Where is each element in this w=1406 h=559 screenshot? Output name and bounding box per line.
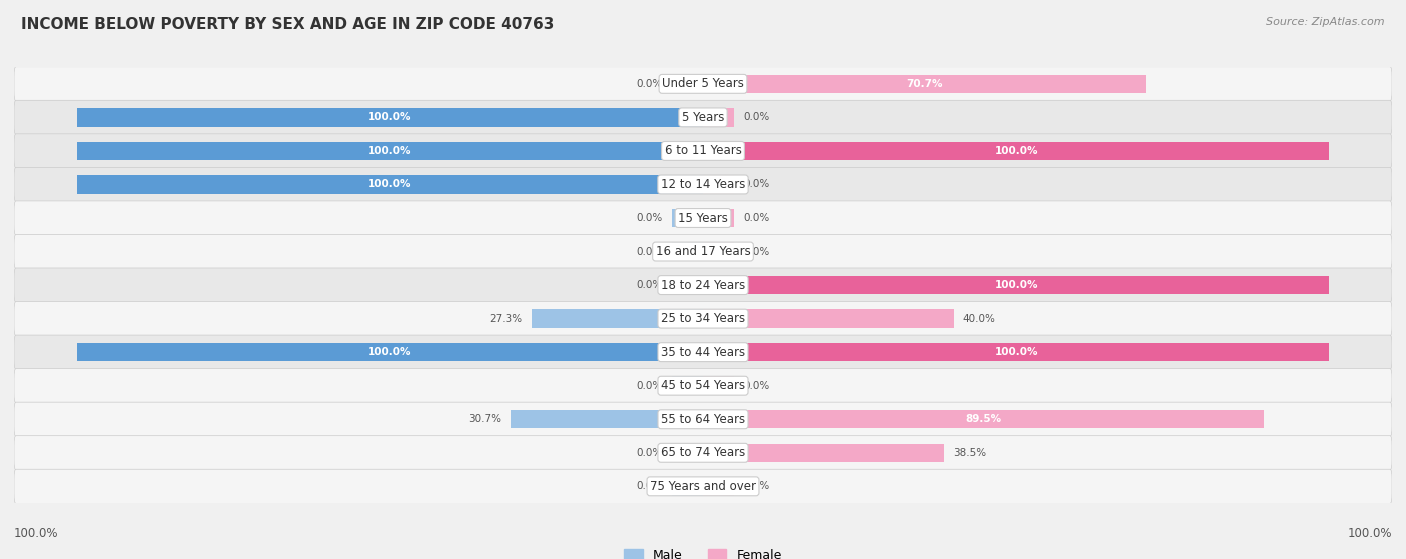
Text: 100.0%: 100.0% — [368, 146, 412, 156]
FancyBboxPatch shape — [14, 402, 1392, 437]
Bar — [510, 410, 703, 429]
FancyBboxPatch shape — [14, 368, 1392, 403]
Text: 100.0%: 100.0% — [994, 347, 1038, 357]
Text: 100.0%: 100.0% — [368, 347, 412, 357]
Bar — [672, 477, 703, 496]
Text: 0.0%: 0.0% — [636, 213, 662, 223]
Text: 16 and 17 Years: 16 and 17 Years — [655, 245, 751, 258]
Text: 45 to 54 Years: 45 to 54 Years — [661, 379, 745, 392]
Text: 18 to 24 Years: 18 to 24 Years — [661, 278, 745, 292]
FancyBboxPatch shape — [14, 268, 1392, 302]
FancyBboxPatch shape — [14, 100, 1392, 135]
Text: 0.0%: 0.0% — [744, 381, 770, 391]
Bar — [672, 276, 703, 294]
Bar — [672, 243, 703, 260]
FancyBboxPatch shape — [14, 435, 1392, 470]
Bar — [672, 444, 703, 462]
Bar — [77, 175, 703, 193]
Bar — [531, 310, 703, 328]
Text: 15 Years: 15 Years — [678, 211, 728, 225]
Bar — [703, 108, 734, 126]
FancyBboxPatch shape — [14, 134, 1392, 168]
FancyBboxPatch shape — [14, 469, 1392, 504]
Text: Under 5 Years: Under 5 Years — [662, 77, 744, 91]
FancyBboxPatch shape — [14, 234, 1392, 269]
Bar — [703, 276, 1329, 294]
Text: 40.0%: 40.0% — [963, 314, 995, 324]
Text: 100.0%: 100.0% — [994, 146, 1038, 156]
Text: 0.0%: 0.0% — [744, 247, 770, 257]
FancyBboxPatch shape — [14, 335, 1392, 369]
Text: 0.0%: 0.0% — [744, 179, 770, 190]
Text: 0.0%: 0.0% — [636, 481, 662, 491]
Text: 100.0%: 100.0% — [368, 112, 412, 122]
Bar — [672, 74, 703, 93]
Text: 89.5%: 89.5% — [965, 414, 1001, 424]
Bar — [703, 175, 734, 193]
Bar — [672, 377, 703, 395]
Text: 5 Years: 5 Years — [682, 111, 724, 124]
Text: INCOME BELOW POVERTY BY SEX AND AGE IN ZIP CODE 40763: INCOME BELOW POVERTY BY SEX AND AGE IN Z… — [21, 17, 554, 32]
Text: 0.0%: 0.0% — [636, 280, 662, 290]
Bar — [77, 108, 703, 126]
Bar — [703, 477, 734, 496]
Text: 35 to 44 Years: 35 to 44 Years — [661, 345, 745, 359]
Text: 75 Years and over: 75 Years and over — [650, 480, 756, 493]
Legend: Male, Female: Male, Female — [619, 543, 787, 559]
Text: 100.0%: 100.0% — [1347, 527, 1392, 539]
Bar — [672, 209, 703, 227]
Bar — [77, 343, 703, 362]
Bar — [703, 209, 734, 227]
Bar — [703, 343, 1329, 362]
Text: 65 to 74 Years: 65 to 74 Years — [661, 446, 745, 459]
FancyBboxPatch shape — [14, 201, 1392, 235]
Text: 27.3%: 27.3% — [489, 314, 523, 324]
Text: 38.5%: 38.5% — [953, 448, 987, 458]
Bar — [703, 310, 953, 328]
Text: 0.0%: 0.0% — [636, 381, 662, 391]
Text: 100.0%: 100.0% — [368, 179, 412, 190]
Text: 6 to 11 Years: 6 to 11 Years — [665, 144, 741, 158]
Text: Source: ZipAtlas.com: Source: ZipAtlas.com — [1267, 17, 1385, 27]
Bar — [703, 243, 734, 260]
Text: 30.7%: 30.7% — [468, 414, 502, 424]
FancyBboxPatch shape — [14, 167, 1392, 202]
Text: 0.0%: 0.0% — [636, 448, 662, 458]
Bar — [703, 410, 1264, 429]
Text: 100.0%: 100.0% — [14, 527, 59, 539]
FancyBboxPatch shape — [14, 67, 1392, 101]
Bar — [703, 444, 945, 462]
Bar — [703, 142, 1329, 160]
Text: 0.0%: 0.0% — [744, 481, 770, 491]
Text: 0.0%: 0.0% — [744, 213, 770, 223]
Text: 0.0%: 0.0% — [636, 79, 662, 89]
Bar — [703, 377, 734, 395]
Text: 0.0%: 0.0% — [744, 112, 770, 122]
Text: 100.0%: 100.0% — [994, 280, 1038, 290]
Bar — [703, 74, 1146, 93]
Text: 70.7%: 70.7% — [905, 79, 942, 89]
Text: 0.0%: 0.0% — [636, 247, 662, 257]
Text: 12 to 14 Years: 12 to 14 Years — [661, 178, 745, 191]
Text: 25 to 34 Years: 25 to 34 Years — [661, 312, 745, 325]
FancyBboxPatch shape — [14, 301, 1392, 336]
Bar — [77, 142, 703, 160]
Text: 55 to 64 Years: 55 to 64 Years — [661, 413, 745, 426]
